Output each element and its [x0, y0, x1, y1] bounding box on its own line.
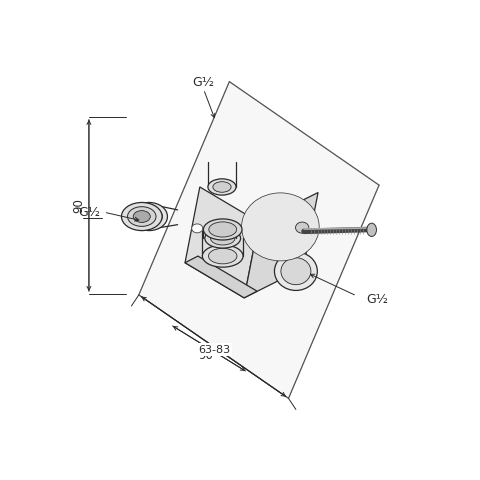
Ellipse shape — [284, 217, 309, 238]
Text: G½: G½ — [78, 205, 100, 218]
Ellipse shape — [213, 181, 231, 192]
Polygon shape — [185, 187, 259, 298]
Polygon shape — [185, 256, 257, 298]
Ellipse shape — [131, 203, 168, 230]
Ellipse shape — [296, 222, 309, 233]
Ellipse shape — [241, 193, 319, 261]
Ellipse shape — [250, 198, 316, 256]
Ellipse shape — [211, 232, 235, 245]
Ellipse shape — [278, 214, 310, 241]
Text: G½: G½ — [192, 76, 215, 89]
Ellipse shape — [205, 228, 240, 248]
Ellipse shape — [141, 211, 157, 222]
Text: G½: G½ — [366, 293, 388, 306]
Ellipse shape — [208, 248, 237, 264]
Ellipse shape — [121, 203, 162, 230]
Text: 63-83: 63-83 — [199, 345, 231, 355]
Ellipse shape — [272, 211, 310, 244]
Ellipse shape — [288, 219, 307, 236]
Ellipse shape — [204, 219, 242, 240]
Ellipse shape — [192, 224, 203, 233]
Ellipse shape — [209, 222, 237, 237]
Ellipse shape — [133, 211, 150, 222]
Text: 90: 90 — [72, 198, 85, 213]
Polygon shape — [244, 192, 318, 298]
Ellipse shape — [136, 207, 162, 226]
Ellipse shape — [281, 258, 311, 285]
Ellipse shape — [258, 204, 314, 252]
Polygon shape — [139, 82, 379, 398]
Ellipse shape — [367, 223, 376, 237]
Ellipse shape — [275, 252, 317, 290]
Text: 90: 90 — [198, 348, 213, 361]
Ellipse shape — [128, 207, 156, 227]
Ellipse shape — [208, 179, 236, 195]
Ellipse shape — [203, 245, 243, 267]
Ellipse shape — [265, 208, 312, 248]
